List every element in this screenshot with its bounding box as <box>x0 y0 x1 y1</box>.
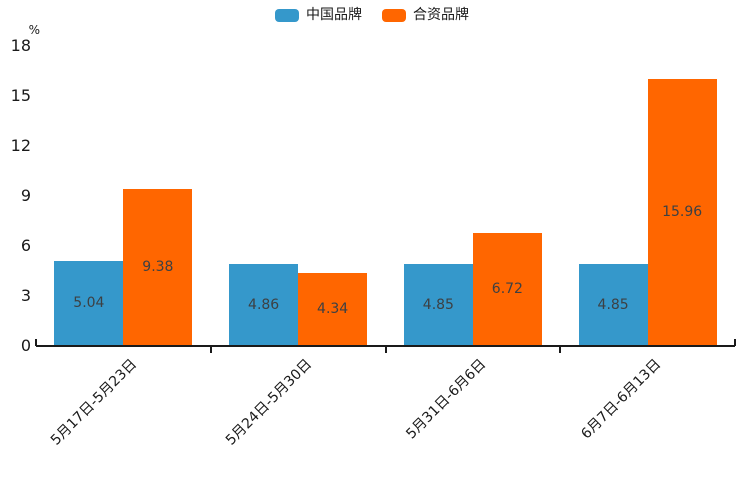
y-axis-tick-label: 18 <box>10 36 31 55</box>
y-axis-tick-label: 3 <box>20 286 31 305</box>
bar-value-label: 5.04 <box>73 295 105 311</box>
legend-item-0: 中国品牌 <box>275 8 362 22</box>
y-axis-tick-label: 6 <box>20 236 31 255</box>
x-axis-tick <box>559 347 562 353</box>
legend-swatch-icon <box>275 8 299 22</box>
legend-label: 中国品牌 <box>306 7 362 23</box>
y-axis-tick-label: 12 <box>10 136 31 155</box>
bar-series-0-group-0: 5.04 <box>54 261 124 345</box>
bar-value-label: 4.85 <box>422 296 454 313</box>
x-axis-tick <box>384 347 387 353</box>
y-axis-tick-label: 0 <box>20 336 31 355</box>
x-axis-category-label: 6月7日-6月13日 <box>578 356 665 443</box>
legend-label: 合资品牌 <box>413 7 469 23</box>
legend-swatch-icon <box>382 8 406 22</box>
bar-value-label: 6.72 <box>491 281 523 297</box>
x-axis-category-label: 5月24日-5月30日 <box>222 356 315 449</box>
bar-value-label: 4.34 <box>317 300 349 317</box>
y-axis-unit-label: % <box>28 23 40 37</box>
x-axis-category-label: 5月31日-6月6日 <box>403 356 490 443</box>
x-axis-end-cap <box>35 339 37 346</box>
y-axis-tick-label: 15 <box>10 86 31 105</box>
bar-series-0-group-1: 4.86 <box>229 264 299 345</box>
x-axis-end-cap <box>734 339 736 346</box>
bar-value-label: 9.38 <box>142 258 174 275</box>
bar-series-0-group-2: 4.85 <box>403 264 473 345</box>
legend: 中国品牌 合资品牌 <box>0 8 744 22</box>
x-axis-category-label: 5月17日-5月23日 <box>47 356 140 449</box>
x-axis-tick <box>209 347 212 353</box>
y-axis-tick-label: 9 <box>20 186 31 205</box>
bar-value-label: 4.85 <box>597 296 629 313</box>
bar-value-label: 15.96 <box>662 204 703 220</box>
bar-value-label: 4.86 <box>248 296 280 313</box>
bar-series-1-group-2: 6.72 <box>472 233 542 345</box>
bar-series-0-group-3: 4.85 <box>578 264 648 345</box>
bar-series-1-group-1: 4.34 <box>298 272 368 345</box>
bar-series-1-group-3: 15.96 <box>647 79 717 345</box>
legend-item-1: 合资品牌 <box>382 8 469 22</box>
x-axis-line <box>36 345 735 347</box>
bar-series-1-group-0: 9.38 <box>123 188 193 345</box>
